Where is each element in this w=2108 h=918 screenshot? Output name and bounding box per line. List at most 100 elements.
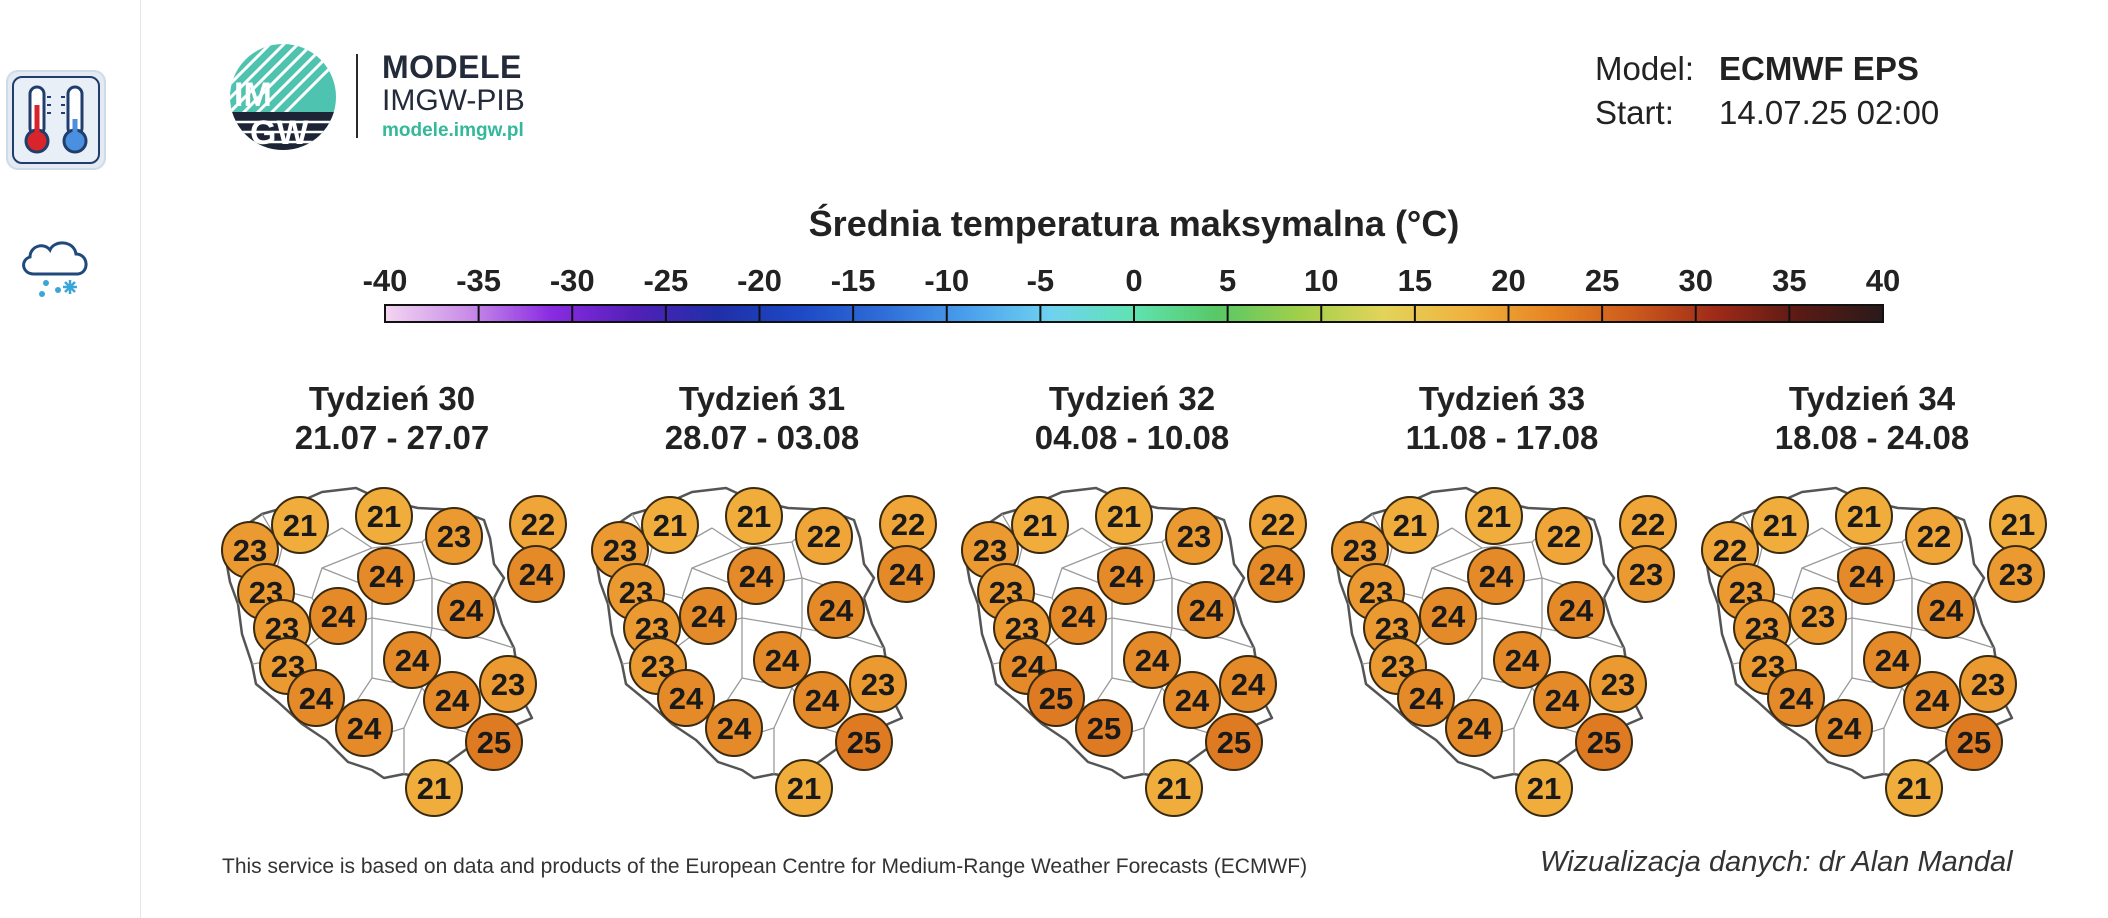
temperature-value: 23 <box>973 533 1007 568</box>
temperature-bubble <box>1075 699 1133 757</box>
temperature-bubble <box>679 587 737 645</box>
temperature-point: 24 <box>1163 671 1221 729</box>
temperature-point: 21 <box>1465 487 1523 545</box>
logo-url: modele.imgw.pl <box>382 120 524 141</box>
temperature-point: 22 <box>509 495 567 553</box>
temperature-point: 24 <box>1123 631 1181 689</box>
temperature-point: 21 <box>355 487 413 545</box>
temperature-bubble <box>1493 631 1551 689</box>
temperature-value: 24 <box>1915 683 1950 718</box>
temperature-value: 21 <box>1527 771 1561 806</box>
temperature-value: 24 <box>1409 681 1444 716</box>
temperature-value: 24 <box>1479 559 1514 594</box>
temperature-point: 24 <box>679 587 737 645</box>
temperature-value: 24 <box>1457 711 1492 746</box>
temperature-bubble <box>849 655 907 713</box>
temperature-bubble <box>309 587 367 645</box>
temperature-value: 21 <box>417 771 451 806</box>
temperature-point: 24 <box>1493 631 1551 689</box>
temperature-bubble <box>1885 759 1943 817</box>
temperature-value: 23 <box>1801 599 1835 634</box>
temperature-bubble <box>335 699 393 757</box>
week-date-range: 04.08 - 10.08 <box>1035 419 1230 456</box>
temperature-value: 24 <box>1109 559 1144 594</box>
colorbar-tick-label: -10 <box>924 263 969 298</box>
temperature-point: 21 <box>1835 487 1893 545</box>
temperature-value: 24 <box>435 683 470 718</box>
sidebar <box>0 0 141 918</box>
ecmwf-attribution: This service is based on data and produc… <box>222 855 1308 878</box>
colorbar-tick-label: 35 <box>1772 263 1806 298</box>
temperature-point: 24 <box>877 545 935 603</box>
temperature-value: 24 <box>449 593 484 628</box>
temperature-button[interactable] <box>6 70 106 170</box>
logo-title: MODELE <box>382 49 522 85</box>
logo-divider <box>356 54 358 138</box>
temperature-point: 24 <box>793 671 851 729</box>
temperature-value: 22 <box>891 507 925 542</box>
temperature-value: 24 <box>739 559 774 594</box>
colorbar-tick-label: 40 <box>1866 263 1900 298</box>
temperature-value: 23 <box>1999 557 2033 592</box>
temperature-bubble <box>1465 487 1523 545</box>
temperature-value: 23 <box>603 533 637 568</box>
temperature-point: 24 <box>1767 669 1825 727</box>
colorbar-tick-label: -35 <box>456 263 501 298</box>
temperature-value: 24 <box>395 643 430 678</box>
temperature-bubble <box>835 713 893 771</box>
temperature-bubble <box>1165 507 1223 565</box>
temperature-value: 24 <box>321 599 356 634</box>
thermometers-icon <box>24 85 88 154</box>
temperature-point: 24 <box>1815 699 1873 757</box>
week-label: Tydzień 34 <box>1789 380 1956 417</box>
temperature-value: 23 <box>1971 667 2005 702</box>
cloud-snow-icon <box>22 241 88 297</box>
temperature-point: 22 <box>1535 507 1593 565</box>
temperature-point: 21 <box>1515 759 1573 817</box>
temperature-bubble <box>479 655 537 713</box>
temperature-value: 21 <box>1847 499 1881 534</box>
colorbar-tick-label: 15 <box>1398 263 1432 298</box>
temperature-point: 25 <box>1945 713 2003 771</box>
logo-badge-bottom: GW <box>250 114 309 152</box>
temperature-point: 25 <box>1575 713 1633 771</box>
temperature-value: 21 <box>737 499 771 534</box>
temperature-point: 24 <box>1419 587 1477 645</box>
temperature-point: 24 <box>1917 581 1975 639</box>
temperature-point: 23 <box>849 655 907 713</box>
temperature-bubble <box>1049 587 1107 645</box>
colorbar-tick-label: 5 <box>1219 263 1236 298</box>
colorbar: -40 -35 -30 -25 -20 -15 -10 -5 0 5 10 15 20 25 30 35 40 <box>363 263 1900 323</box>
temperature-bubble <box>355 487 413 545</box>
temperature-point: 23 <box>1987 545 2045 603</box>
logo-text: MODELE IMGW-PIB modele.imgw.pl <box>382 50 525 144</box>
temperature-point: 24 <box>309 587 367 645</box>
temperature-bubble <box>507 545 565 603</box>
temperature-bubble <box>1959 655 2017 713</box>
temperature-point: 22 <box>795 507 853 565</box>
week-label: Tydzień 31 <box>679 380 845 417</box>
temperature-point: 24 <box>357 547 415 605</box>
week-date-range: 11.08 - 17.08 <box>1406 419 1599 456</box>
temperature-value: 24 <box>1175 683 1210 718</box>
temperature-value: 23 <box>1601 667 1635 702</box>
temperature-bubble <box>1397 669 1455 727</box>
temperature-bubble <box>1863 631 1921 689</box>
colorbar-tick-label: 10 <box>1304 263 1338 298</box>
temperature-bubble <box>1205 713 1263 771</box>
temperature-value: 21 <box>1157 771 1191 806</box>
temperature-point: 24 <box>1837 547 1895 605</box>
colorbar-tick-label: -5 <box>1027 263 1055 298</box>
temperature-value: 22 <box>1547 519 1581 554</box>
temperature-value: 24 <box>347 711 382 746</box>
temperature-bubble <box>1905 507 1963 565</box>
temperature-bubble <box>1247 545 1305 603</box>
temperature-bubble <box>1011 496 1069 554</box>
precipitation-button[interactable] <box>6 215 106 315</box>
temperature-bubble <box>1177 581 1235 639</box>
temperature-point: 24 <box>1397 669 1455 727</box>
temperature-bubble <box>271 496 329 554</box>
temperature-bubble <box>287 669 345 727</box>
